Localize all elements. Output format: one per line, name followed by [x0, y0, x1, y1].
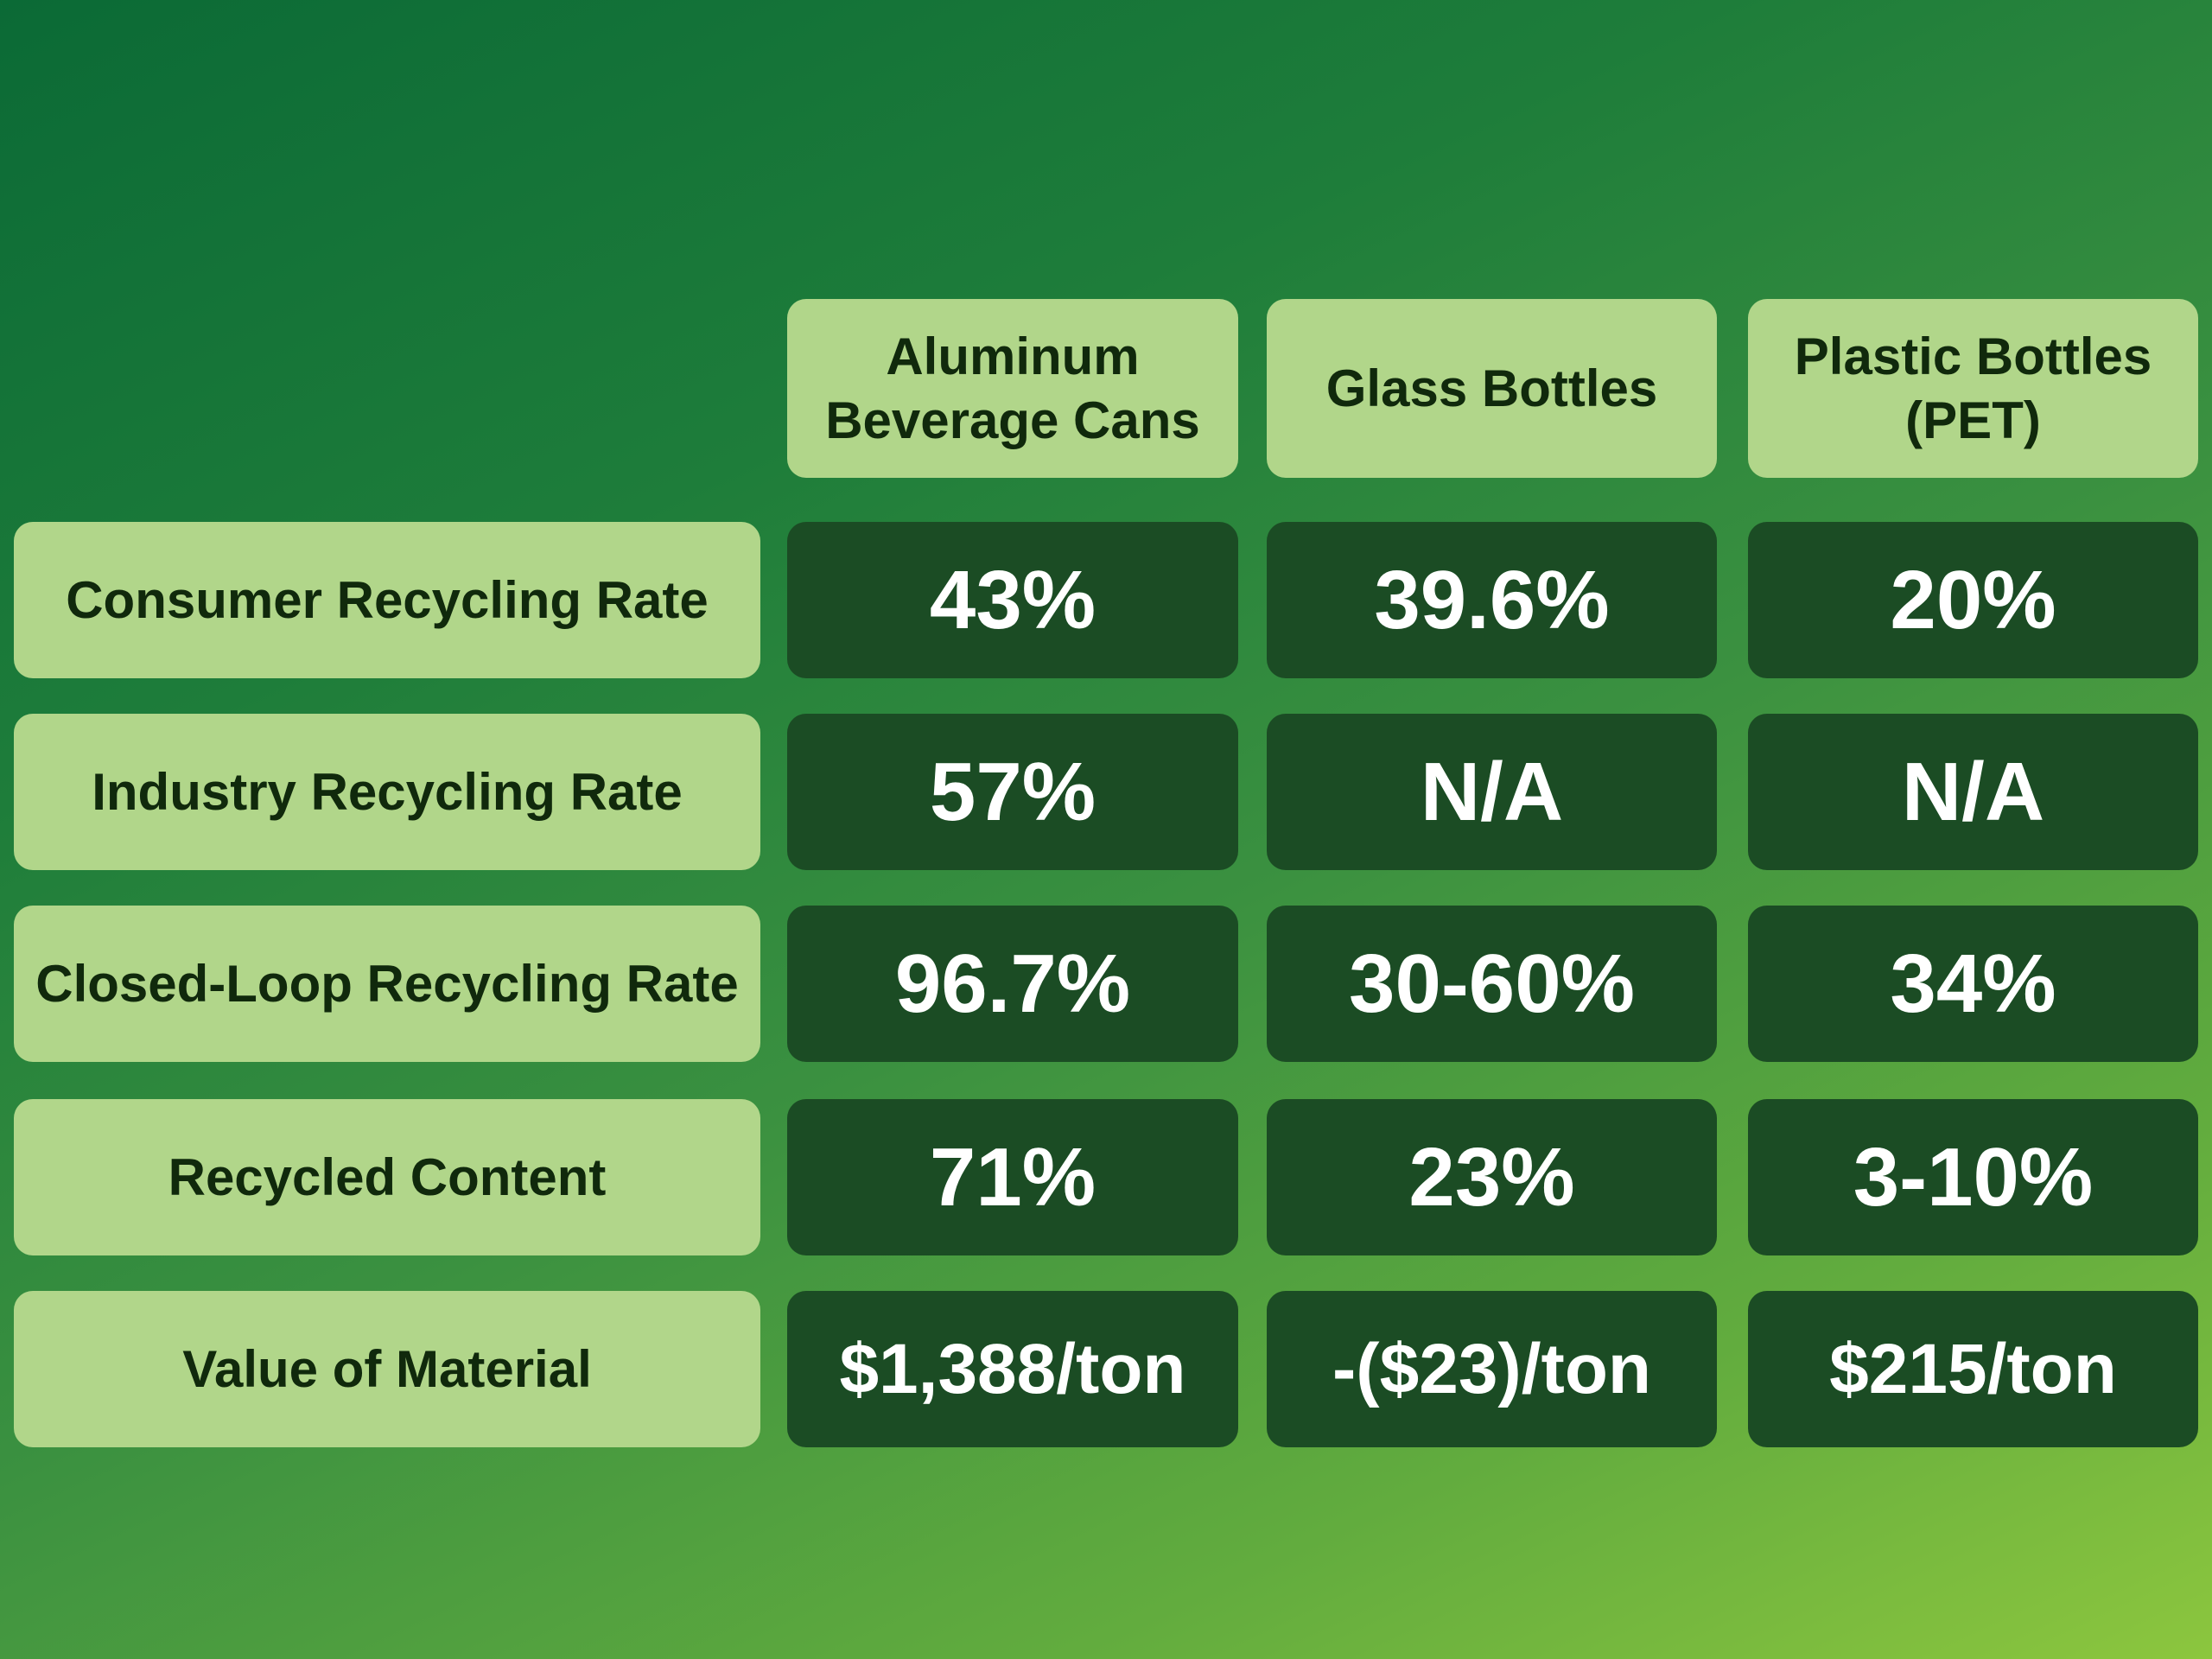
column-header-glass: Glass Bottles [1267, 299, 1717, 478]
row-label-value-of-material: Value of Material [14, 1291, 760, 1447]
row-label-consumer-recycling-rate: Consumer Recycling Rate [14, 522, 760, 678]
table-cell: $1,388/ton [787, 1291, 1238, 1447]
row-label-recycled-content: Recycled Content [14, 1099, 760, 1255]
table-cell: $215/ton [1748, 1291, 2198, 1447]
table-cell: -($23)/ton [1267, 1291, 1717, 1447]
table-cell: 23% [1267, 1099, 1717, 1255]
row-label-closed-loop-recycling-rate: Closed-Loop Recycling Rate [14, 906, 760, 1062]
table-cell: 71% [787, 1099, 1238, 1255]
row-label-industry-recycling-rate: Industry Recycling Rate [14, 714, 760, 870]
column-header-aluminum: Aluminum Beverage Cans [787, 299, 1238, 478]
table-cell: 3-10% [1748, 1099, 2198, 1255]
table-cell: N/A [1748, 714, 2198, 870]
table-cell: 30-60% [1267, 906, 1717, 1062]
table-cell: 39.6% [1267, 522, 1717, 678]
table-cell: 43% [787, 522, 1238, 678]
table-cell: 57% [787, 714, 1238, 870]
table-cell: 34% [1748, 906, 2198, 1062]
table-cell: 20% [1748, 522, 2198, 678]
table-cell: N/A [1267, 714, 1717, 870]
table-cell: 96.7% [787, 906, 1238, 1062]
column-header-plastic: Plastic Bottles (PET) [1748, 299, 2198, 478]
